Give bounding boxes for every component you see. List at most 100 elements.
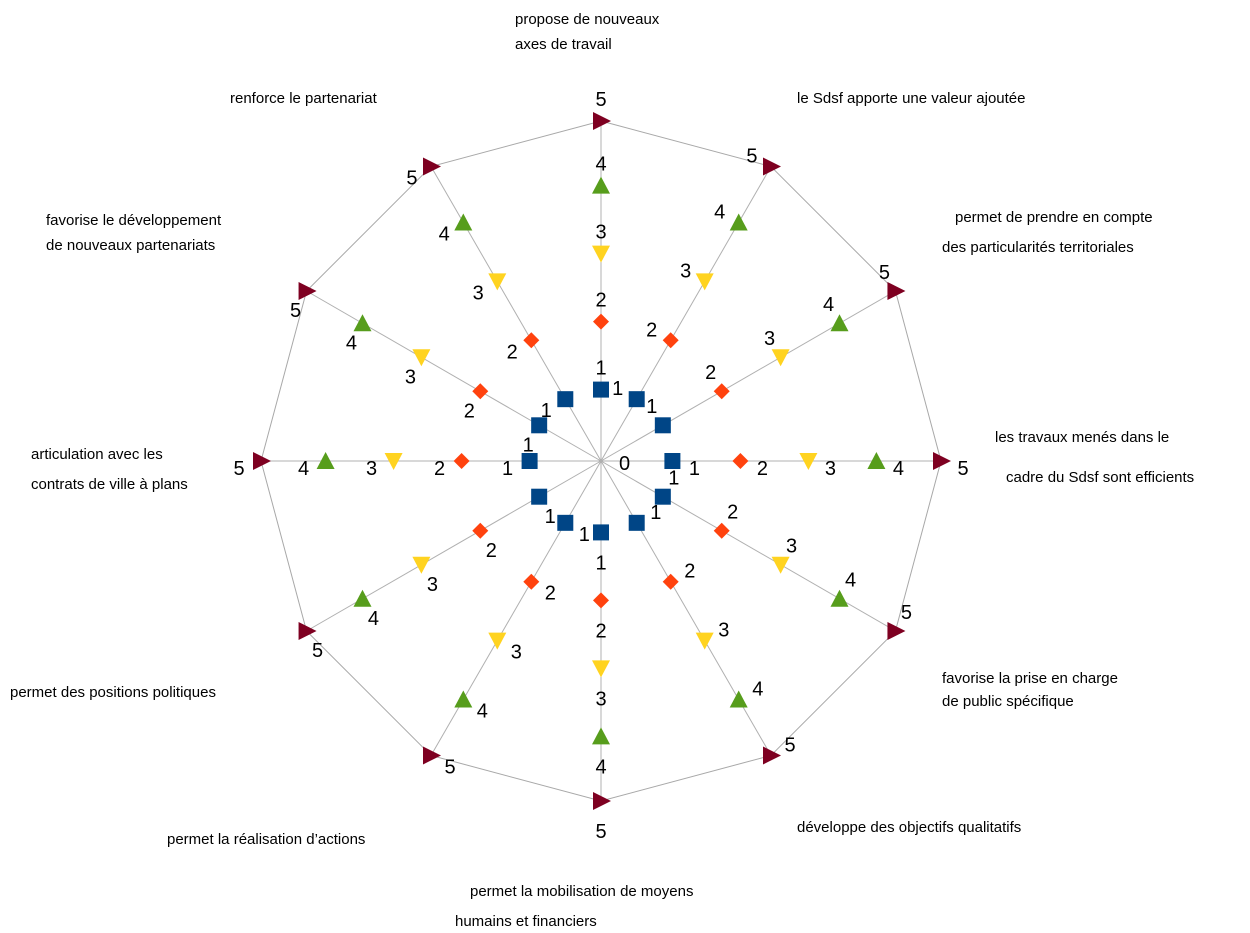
value-label-4-axis-0: 4: [595, 154, 606, 176]
value-label-5-axis-3: 5: [957, 458, 968, 480]
center-value-label: 0: [619, 453, 630, 475]
spoke-1: [600, 166, 772, 462]
category-label-10: favorise le développement de nouveaux par…: [46, 212, 222, 254]
marker-value-1-axis-1: [628, 391, 645, 408]
category-label-8-line-0: permet des positions politiques: [10, 684, 216, 701]
value-label-3-axis-8: 3: [427, 574, 438, 596]
value-label-2-axis-2: 2: [705, 362, 716, 384]
category-label-3-line-0: les travaux menés dans le: [995, 429, 1169, 446]
value-label-3-axis-4: 3: [786, 536, 797, 558]
marker-value-5-axis-2: [887, 282, 906, 300]
category-label-6: permet la mobilisation de moyens humains …: [455, 883, 693, 930]
marker-value-2-axis-0: [593, 313, 609, 330]
spoke-4: [600, 460, 896, 632]
category-label-0-line-0: propose de nouveaux: [515, 11, 660, 28]
value-label-5-axis-0: 5: [595, 89, 606, 111]
radar-markers: [253, 112, 951, 810]
marker-value-5-axis-8: [298, 622, 317, 640]
value-label-3-axis-7: 3: [511, 642, 522, 664]
value-label-1-axis-5: 1: [650, 502, 661, 524]
spoke-8: [306, 460, 602, 632]
category-label-7-line-0: permet la réalisation d’actions: [167, 831, 365, 848]
value-label-2-axis-11: 2: [507, 341, 518, 363]
value-label-5-axis-7: 5: [444, 756, 455, 778]
value-label-1-axis-0: 1: [595, 358, 606, 380]
value-label-4-axis-4: 4: [845, 570, 856, 592]
radar-spokes: [261, 121, 941, 801]
marker-value-5-axis-0: [593, 112, 611, 130]
value-label-4-axis-11: 4: [439, 223, 450, 245]
marker-value-1-axis-4: [654, 488, 671, 505]
spoke-10: [306, 290, 602, 462]
category-label-2-line-1: des particularités territoriales: [942, 239, 1134, 256]
marker-value-3-axis-9: [384, 453, 403, 470]
value-label-5-axis-1: 5: [746, 146, 757, 168]
marker-value-4-axis-7: [454, 690, 473, 708]
marker-value-2-axis-5: [662, 573, 679, 590]
marker-value-1-axis-8: [531, 488, 548, 505]
marker-value-3-axis-7: [488, 632, 507, 650]
marker-value-1-axis-5: [628, 514, 645, 531]
marker-value-5-axis-3: [933, 452, 951, 470]
marker-value-1-axis-3: [664, 453, 681, 469]
marker-value-3-axis-1: [695, 273, 714, 291]
value-label-2-axis-4: 2: [727, 502, 738, 524]
value-label-5-axis-11: 5: [406, 168, 417, 190]
value-label-5-axis-9: 5: [233, 458, 244, 480]
marker-value-3-axis-0: [592, 245, 610, 263]
value-label-2-axis-10: 2: [464, 400, 475, 422]
value-label-5-axis-6: 5: [595, 821, 606, 843]
marker-value-1-axis-10: [531, 417, 548, 434]
marker-value-2-axis-9: [453, 453, 470, 469]
marker-value-1-axis-11: [557, 391, 574, 408]
marker-value-3-axis-6: [592, 660, 610, 678]
value-label-3-axis-0: 3: [595, 222, 606, 244]
value-label-1-axis-10: 1: [523, 434, 534, 456]
marker-value-3-axis-2: [771, 349, 790, 367]
value-label-2-axis-9: 2: [434, 458, 445, 480]
category-label-2: permet de prendre en compte des particula…: [942, 209, 1153, 256]
marker-value-3-axis-3: [799, 453, 818, 470]
marker-value-3-axis-11: [488, 273, 507, 291]
category-label-11: renforce le partenariat: [230, 90, 378, 107]
value-label-3-axis-2: 3: [764, 328, 775, 350]
value-label-1-axis-7: 1: [579, 524, 590, 546]
value-label-1-axis-6: 1: [595, 552, 606, 574]
value-label-5-axis-4: 5: [901, 602, 912, 624]
category-label-1-line-0: le Sdsf apporte une valeur ajoutée: [797, 90, 1026, 107]
category-label-0-line-1: axes de travail: [515, 36, 612, 53]
value-label-3-axis-5: 3: [718, 620, 729, 642]
marker-value-3-axis-4: [771, 556, 790, 574]
category-label-2-line-0: permet de prendre en compte: [955, 209, 1153, 226]
marker-value-1-axis-6: [593, 524, 609, 541]
value-label-1-axis-4: 1: [668, 468, 679, 490]
value-label-3-axis-9: 3: [366, 458, 377, 480]
category-label-8: permet des positions politiques: [10, 684, 216, 701]
spoke-7: [430, 460, 602, 756]
category-label-3-line-1: cadre du Sdsf sont efficients: [1006, 469, 1194, 486]
marker-value-2-axis-3: [732, 453, 749, 469]
spoke-2: [600, 290, 896, 462]
value-label-5-axis-8: 5: [312, 640, 323, 662]
category-label-4-line-0: favorise la prise en charge: [942, 670, 1118, 687]
value-label-4-axis-10: 4: [346, 332, 357, 354]
marker-value-4-axis-11: [454, 213, 473, 231]
marker-value-4-axis-9: [316, 452, 335, 469]
value-label-4-axis-2: 4: [823, 294, 834, 316]
radar-value-labels: 1111111111112222222222223333333333334444…: [233, 89, 968, 843]
value-label-2-axis-1: 2: [646, 319, 657, 341]
marker-value-1-axis-0: [593, 381, 609, 398]
marker-value-4-axis-10: [353, 314, 372, 332]
category-label-5-line-0: développe des objectifs qualitatifs: [797, 819, 1021, 836]
marker-value-4-axis-8: [353, 589, 372, 607]
value-label-1-axis-3: 1: [689, 458, 700, 480]
marker-value-4-axis-6: [592, 727, 610, 745]
value-label-4-axis-7: 4: [477, 701, 488, 723]
marker-value-4-axis-5: [729, 690, 748, 708]
value-label-3-axis-10: 3: [405, 366, 416, 388]
marker-value-4-axis-3: [867, 452, 886, 469]
value-label-1-axis-9: 1: [502, 458, 513, 480]
marker-value-3-axis-10: [412, 349, 431, 367]
spoke-11: [430, 166, 602, 462]
category-label-4-line-1: de public spécifique: [942, 693, 1074, 710]
